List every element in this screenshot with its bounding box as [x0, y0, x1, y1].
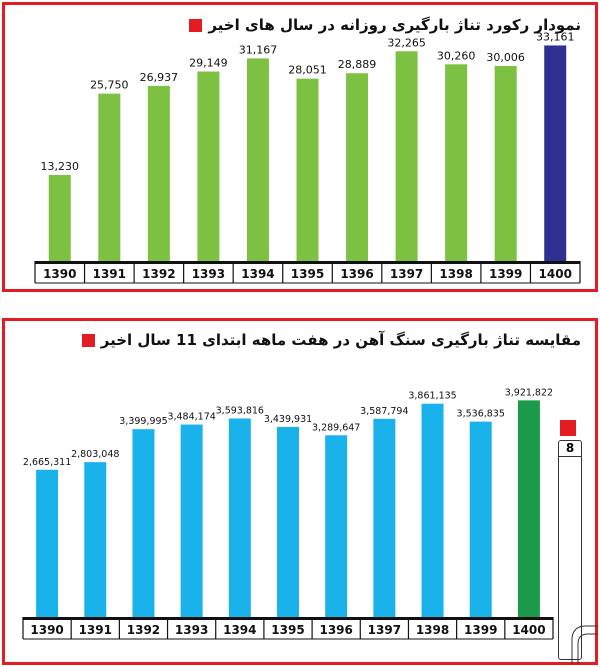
value-label: 28,889 [338, 58, 377, 71]
bar-1395 [277, 426, 299, 617]
bar-1400 [544, 45, 567, 262]
value-label: 3,536,835 [457, 409, 505, 420]
title-marker-icon [189, 18, 203, 32]
value-label: 3,861,135 [408, 391, 456, 402]
x-axis-line [35, 261, 580, 264]
bar-1399 [469, 421, 492, 617]
bar-1397 [373, 418, 396, 617]
chart-daily-record: 13,230 25,750 26,937 29,149 31,167 28,051 28,8… [34, 30, 581, 284]
value-label: 3,921,822 [505, 387, 553, 398]
tick-label: 1400 [512, 623, 545, 637]
value-label: 3,587,794 [360, 406, 408, 417]
tick-label: 1393 [175, 623, 208, 637]
tick-label: 1398 [416, 623, 449, 637]
tick-label: 1396 [340, 267, 373, 281]
bar-1398 [445, 64, 468, 261]
tick-label: 1394 [241, 267, 274, 281]
bar-1391 [84, 462, 107, 617]
bar-1396 [325, 435, 348, 617]
bar-1392 [132, 429, 155, 617]
chart-panel-seven-month: مقایسه تناژ بارگیری سنگ آهن در هفت ماهه … [2, 318, 598, 665]
tick-label: 1395 [271, 623, 304, 637]
tick-label: 1397 [368, 623, 401, 637]
value-label: 26,937 [140, 71, 179, 84]
chart-title-seven-month: مقایسه تناژ بارگیری سنگ آهن در هفت ماهه … [81, 331, 581, 349]
value-label: 3,399,995 [119, 416, 167, 427]
bar-1397 [395, 51, 418, 262]
page-curl-icon [571, 625, 598, 664]
bar-1400 [517, 400, 540, 617]
chart-panel-daily-record: نمودار رکورد تناژ بارگیری روزانه در سال … [2, 2, 598, 292]
tick-label: 1390 [43, 267, 76, 281]
value-label: 2,803,048 [71, 449, 119, 460]
bar-1399 [494, 65, 517, 261]
bar-1394 [228, 418, 251, 617]
tick-label: 1398 [439, 267, 472, 281]
bar-1393 [180, 424, 203, 617]
tick-label: 1400 [539, 267, 572, 281]
bar-1390 [48, 175, 71, 261]
value-label: 3,484,174 [167, 412, 215, 423]
chart-title-text: نمودار رکورد تناژ بارگیری روزانه در سال … [208, 16, 581, 34]
tick-label: 1390 [30, 623, 63, 637]
value-label: 25,750 [90, 79, 129, 92]
tick-label: 1391 [93, 267, 126, 281]
value-label: 2,665,311 [23, 457, 71, 468]
chart-title-daily-record: نمودار رکورد تناژ بارگیری روزانه در سال … [189, 16, 581, 34]
chart-title-text: مقایسه تناژ بارگیری سنگ آهن در هفت ماهه … [100, 331, 581, 349]
bar-1392 [147, 85, 170, 261]
bar-1390 [36, 469, 59, 617]
tick-label: 1391 [79, 623, 112, 637]
bar-1394 [246, 58, 269, 261]
bar-1393 [197, 71, 220, 262]
bar-1398 [421, 403, 444, 617]
value-label: 33,161 [536, 30, 575, 43]
value-label: 32,265 [387, 36, 426, 49]
title-marker-icon [81, 333, 95, 347]
page-number: 8 [559, 441, 581, 457]
bar-1391 [98, 93, 121, 261]
tick-label: 1395 [291, 267, 324, 281]
value-label: 30,260 [437, 49, 476, 62]
tick-label: 1394 [223, 623, 256, 637]
tick-label: 1399 [489, 267, 522, 281]
x-axis-line [23, 617, 553, 620]
tick-label: 1393 [192, 267, 225, 281]
value-label: 13,230 [41, 160, 80, 173]
value-label: 30,006 [486, 51, 525, 64]
tick-label: 1392 [142, 267, 175, 281]
value-label: 29,149 [189, 57, 228, 70]
tick-label: 1399 [464, 623, 497, 637]
side-marker-icon [560, 420, 576, 436]
value-label: 31,167 [239, 43, 278, 56]
bar-1396 [346, 73, 369, 261]
value-label: 3,289,647 [312, 422, 360, 433]
value-label: 3,439,931 [264, 414, 312, 425]
value-label: 28,051 [288, 64, 327, 77]
page-tab: 8 [558, 440, 582, 660]
value-label: 3,593,816 [216, 405, 264, 416]
tick-label: 1396 [319, 623, 352, 637]
bar-1395 [296, 78, 319, 261]
tick-label: 1397 [390, 267, 423, 281]
tick-label: 1392 [127, 623, 160, 637]
